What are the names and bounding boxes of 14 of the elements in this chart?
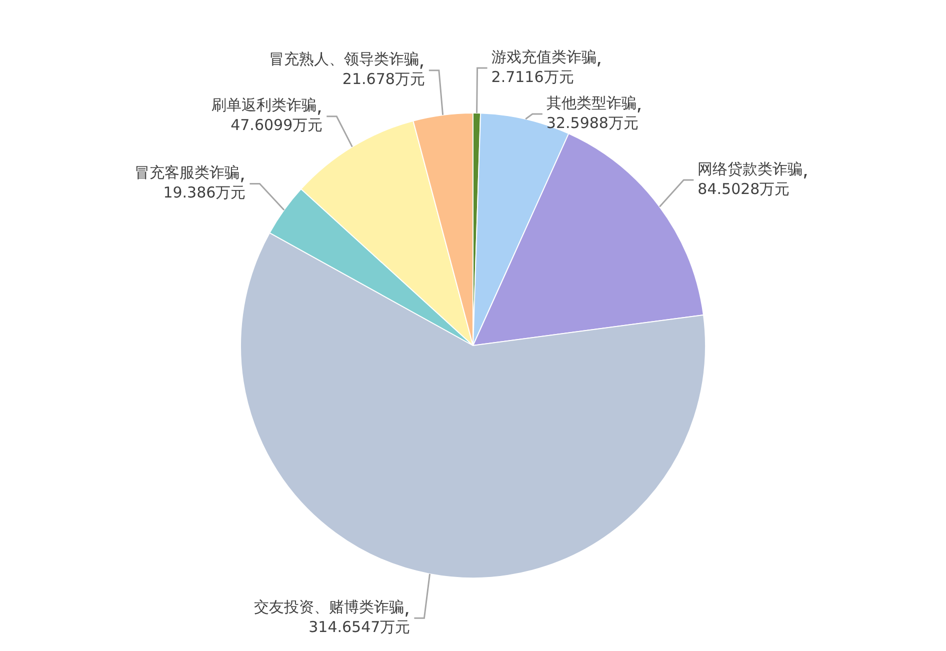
data-label: 21.678万元 <box>342 70 425 88</box>
data-label: 84.5028万元 <box>698 180 790 198</box>
slice-label: 冒充客服类诈骗 <box>134 164 240 182</box>
data-label: 2.7116万元 <box>491 68 574 86</box>
data-label: 47.6099万元 <box>230 116 323 134</box>
data-label: 19.386万元 <box>163 184 246 202</box>
slice-label: 交友投资、赌博类诈骗 <box>254 598 404 616</box>
slice-label: 游戏充值类诈骗 <box>491 48 596 66</box>
slice-label: 冒充熟人、领导类诈骗 <box>268 50 419 68</box>
slice-label: 刷单返利类诈骗 <box>212 96 317 114</box>
data-label: 32.5988万元 <box>546 114 638 132</box>
slice-label: 网络贷款类诈骗 <box>698 160 803 178</box>
slice-label: 其他类型诈骗 <box>546 94 636 112</box>
data-label: 314.6547万元 <box>308 618 410 636</box>
